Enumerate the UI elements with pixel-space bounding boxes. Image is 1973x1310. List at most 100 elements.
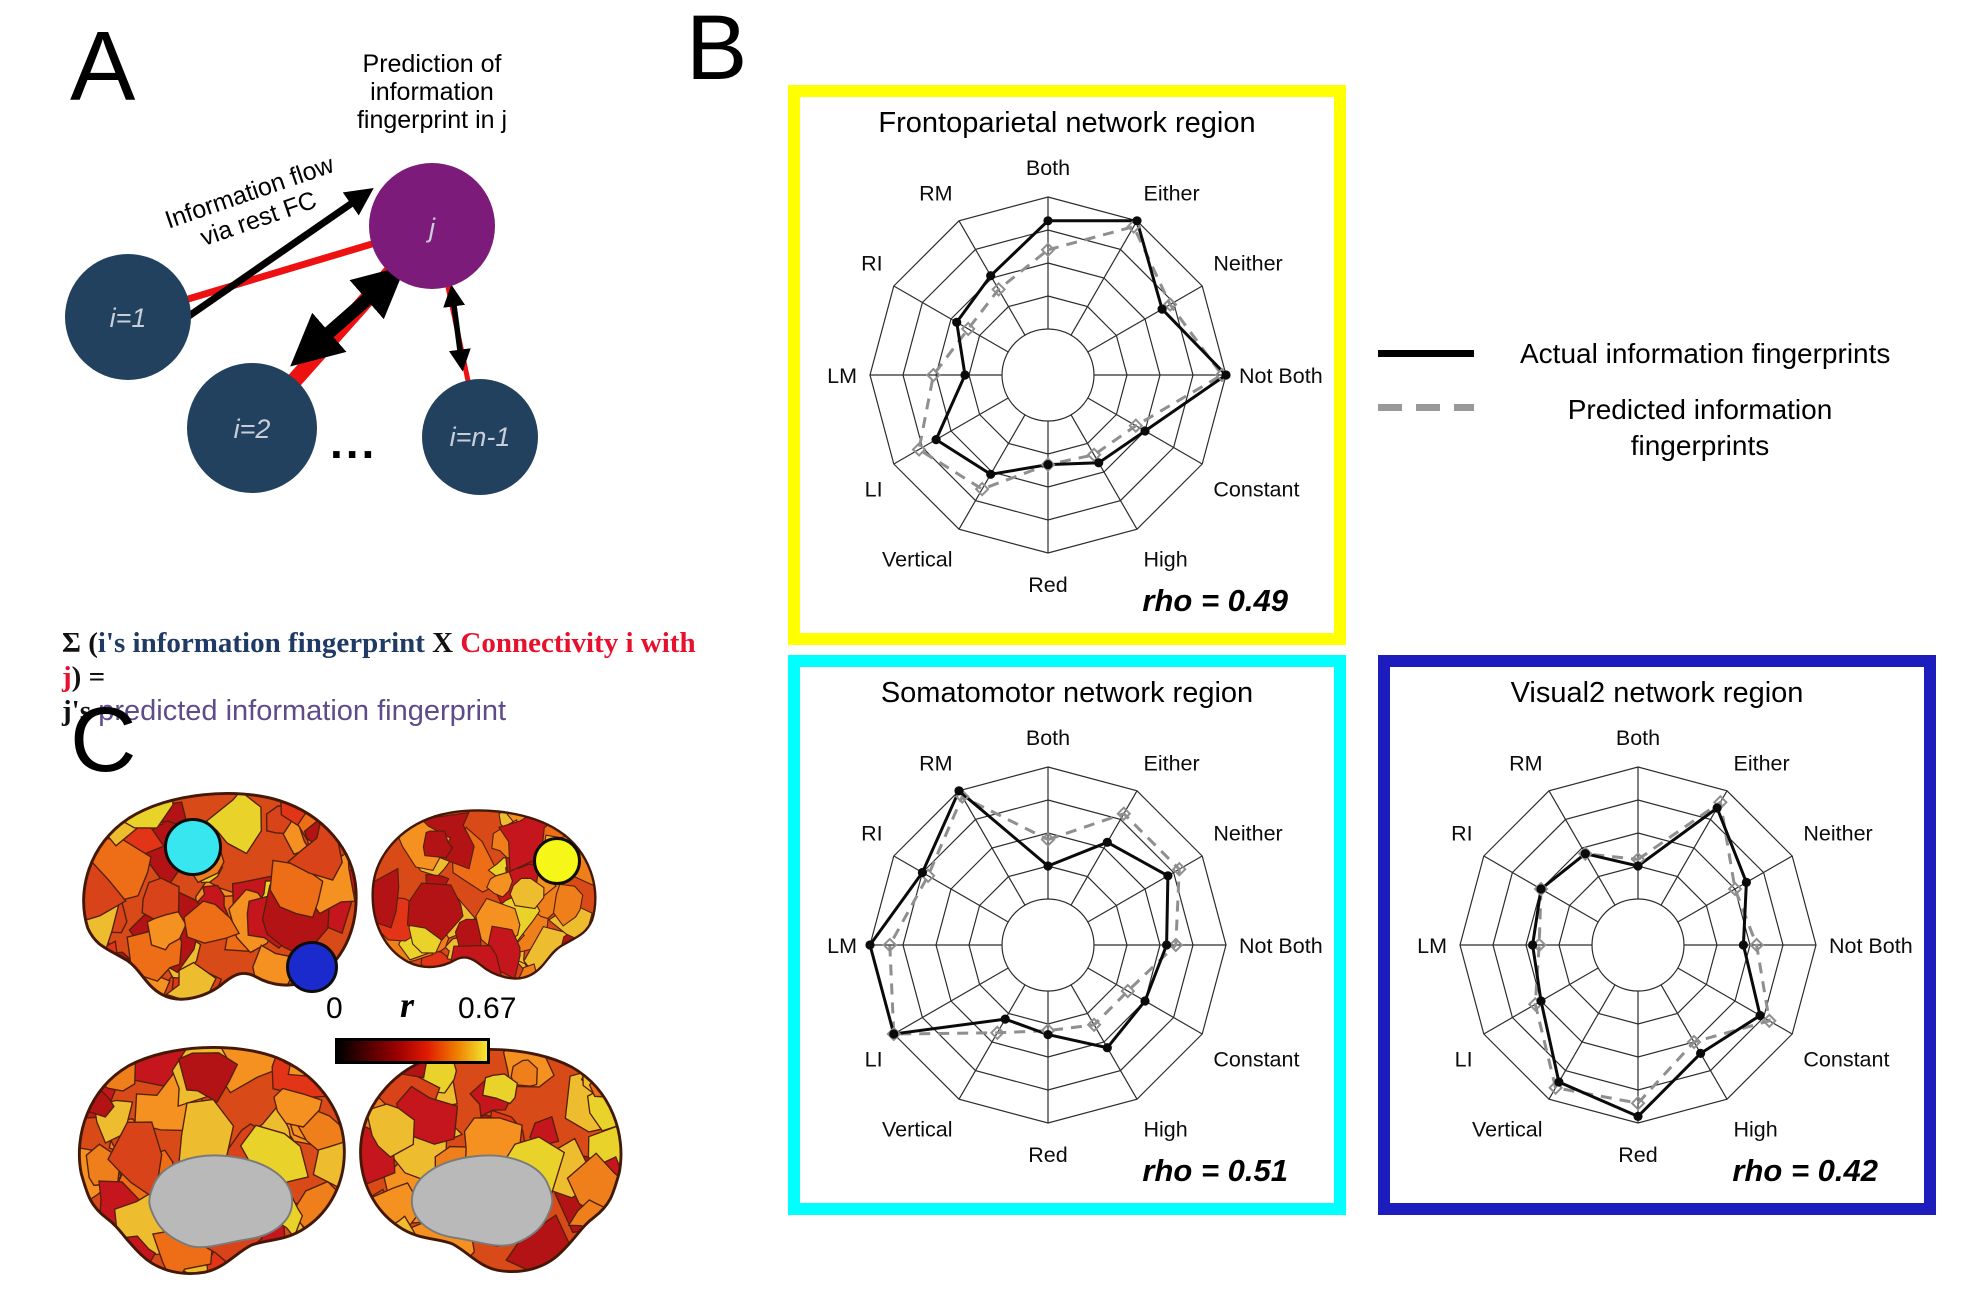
svg-text:Red: Red [1028, 1143, 1067, 1167]
svg-text:RM: RM [919, 182, 952, 206]
svg-text:LI: LI [865, 478, 883, 502]
frontoparietal-marker [533, 837, 581, 885]
ellipsis: ... [330, 416, 377, 468]
svg-text:Red: Red [1028, 573, 1067, 597]
svg-text:Vertical: Vertical [882, 1117, 953, 1141]
prediction-caption-line2: information [370, 78, 494, 106]
formula-equals: ) = [71, 661, 106, 693]
svg-text:Not Both: Not Both [1239, 934, 1323, 958]
legend-predicted-row: Predicted information fingerprints [1378, 392, 1938, 464]
visual2-marker [286, 941, 338, 993]
svg-text:Constant: Constant [1213, 1048, 1299, 1072]
info-flow-arrow-long [154, 188, 374, 340]
formula-line2: j's predicted information fingerprint [62, 694, 702, 728]
node-in1 [422, 379, 538, 495]
formula-times: X [424, 627, 461, 659]
svg-text:LI: LI [1455, 1048, 1473, 1072]
svg-text:Both: Both [1616, 726, 1660, 750]
svg-text:Neither: Neither [1213, 252, 1282, 276]
formula-line1: Σ (i's information fingerprint X Connect… [62, 626, 702, 694]
svg-text:RM: RM [1509, 752, 1542, 776]
legend-predicted-label: Predicted information fingerprints [1567, 394, 1833, 461]
legend-predicted-line [1378, 404, 1474, 411]
svg-text:Both: Both [1026, 726, 1070, 750]
svg-text:Constant: Constant [1803, 1048, 1889, 1072]
svg-text:Both: Both [1026, 156, 1070, 180]
svg-text:Not Both: Not Both [1239, 364, 1323, 388]
colorbar-axis-label: r [400, 985, 415, 1025]
colorbar-max: 0.67 [458, 992, 517, 1025]
formula-info-fingerprint: i's information fingerprint [97, 627, 425, 659]
svg-text:Constant: Constant [1213, 478, 1299, 502]
radar-chart: Both Either Neither Not Both Constant High Red… [827, 156, 1323, 597]
chart-title: Frontoparietal network region [878, 107, 1256, 139]
colorbar-min: 0 [326, 992, 343, 1025]
svg-text:Vertical: Vertical [882, 547, 953, 571]
legend-actual-line [1378, 350, 1474, 357]
panel-c-label: C [70, 689, 137, 791]
svg-text:Either: Either [1734, 752, 1790, 776]
svg-text:Neither: Neither [1213, 822, 1282, 846]
svg-text:LI: LI [865, 1048, 883, 1072]
rho-value: rho = 0.42 [1732, 1153, 1878, 1188]
radar-frontoparietal: Both Either Neither Not Both Constant High Red… [800, 140, 1334, 620]
info-flow-arrow-small [443, 284, 471, 372]
panel-a-label: A [70, 11, 136, 121]
info-flow-arrow-thick [290, 265, 406, 367]
brain-medial-right [355, 1030, 640, 1297]
radar-chart: Both Either Neither Not Both Constant High Red… [827, 726, 1323, 1167]
prediction-caption-line1: Prediction of [363, 50, 502, 78]
svg-text:High: High [1734, 1117, 1778, 1141]
svg-text:RI: RI [861, 252, 883, 276]
node-i1-label: i=1 [110, 303, 147, 333]
legend-actual-row: Actual information fingerprints [1378, 338, 1938, 370]
node-i2 [187, 363, 317, 493]
panel-b-label: B [686, 0, 748, 99]
formula-connectivity: Connectivity i with j [62, 627, 696, 693]
svg-text:Vertical: Vertical [1472, 1117, 1543, 1141]
svg-text:High: High [1144, 1117, 1188, 1141]
svg-text:Either: Either [1144, 752, 1200, 776]
svg-text:Not Both: Not Both [1829, 934, 1913, 958]
chart-title: Somatomotor network region [880, 677, 1254, 709]
brain-lateral-left [65, 785, 365, 1025]
chart-box-somatomotor: Somatomotor network region Both Either Nei… [788, 655, 1346, 1215]
svg-text:High: High [1144, 547, 1188, 571]
node-in1-label: i=n-1 [450, 422, 511, 452]
radar-visual2: Both Either Neither Not Both Constant High Red… [1390, 710, 1924, 1190]
svg-text:Either: Either [1144, 182, 1200, 206]
somatomotor-marker [164, 818, 222, 876]
colorbar [335, 1038, 490, 1064]
node-j-label: j [425, 213, 436, 243]
node-i2-label: i=2 [234, 414, 271, 444]
svg-text:LM: LM [827, 364, 857, 388]
radar-chart: Both Either Neither Not Both Constant High Red… [1417, 726, 1913, 1167]
svg-text:Red: Red [1618, 1143, 1657, 1167]
svg-text:RM: RM [919, 752, 952, 776]
node-i1 [65, 254, 191, 380]
chart-title: Visual2 network region [1510, 677, 1804, 709]
svg-text:LM: LM [1417, 934, 1447, 958]
svg-text:RI: RI [861, 822, 883, 846]
radar-somatomotor: Both Either Neither Not Both Constant High Red… [800, 710, 1334, 1190]
chart-box-visual2: Visual2 network region Both Either Neither… [1378, 655, 1936, 1215]
svg-text:Neither: Neither [1803, 822, 1872, 846]
panel-c: C 0 r 0.67 [60, 694, 660, 1310]
node-j [369, 163, 495, 289]
formula-sigma: Σ ( [62, 627, 98, 659]
formula-predicted: predicted information fingerprint [98, 695, 507, 727]
prediction-caption-line3: fingerprint in j [357, 106, 507, 134]
svg-text:RI: RI [1451, 822, 1473, 846]
formula: Σ (i's information fingerprint X Connect… [62, 626, 702, 728]
legend-actual-label: Actual information fingerprints [1520, 338, 1891, 369]
legend: Actual information fingerprints Predicte… [1378, 338, 1938, 486]
brain-medial-left [60, 1030, 350, 1297]
svg-text:LM: LM [827, 934, 857, 958]
panel-a-diagram: A Prediction of information fingerprint … [65, 11, 538, 495]
formula-j: j's [62, 695, 99, 727]
rho-value: rho = 0.49 [1142, 583, 1288, 618]
flow-label: Information flow via rest FC [161, 150, 338, 252]
chart-box-frontoparietal: Frontoparietal network region Both Either… [788, 85, 1346, 645]
rho-value: rho = 0.51 [1142, 1153, 1288, 1188]
